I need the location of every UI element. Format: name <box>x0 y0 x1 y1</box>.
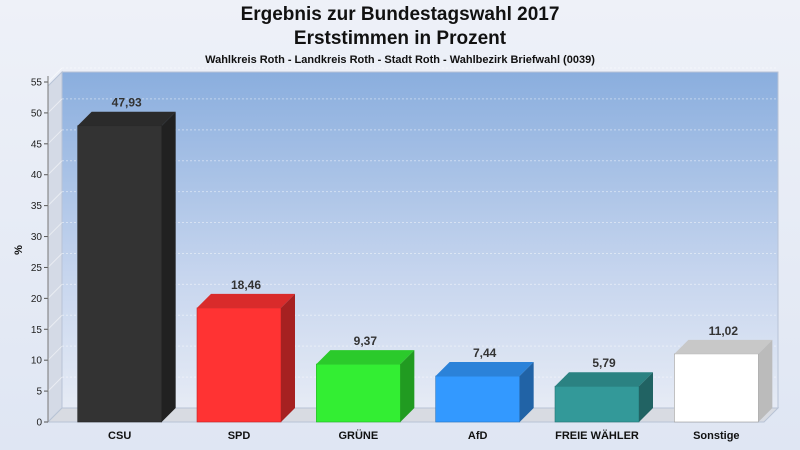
grid-line-side <box>47 160 63 176</box>
grid-line-side <box>47 376 63 392</box>
chart-title-line2: Erststimmen in Prozent <box>293 28 507 49</box>
bar-freie-wähler <box>554 385 640 423</box>
bar-top <box>435 362 534 377</box>
bar-top <box>555 372 653 387</box>
y-tick-label: 10 <box>31 356 43 367</box>
y-tick-label: 0 <box>36 418 42 429</box>
plot-side-wall <box>47 70 63 424</box>
bar-side <box>281 293 295 422</box>
x-category-label: Sonstige <box>693 430 739 442</box>
grid-line-side <box>47 345 63 361</box>
y-axis-label: % <box>13 245 25 255</box>
bar-value-label: 47,93 <box>112 96 142 110</box>
y-tick-label: 25 <box>31 263 43 274</box>
bar-spd <box>196 307 282 423</box>
bar-top <box>674 339 773 354</box>
y-tick-label: 35 <box>31 201 43 212</box>
bar-side <box>161 111 176 423</box>
bar-value-label: 5,79 <box>592 356 616 370</box>
x-category-label: SPD <box>228 430 251 442</box>
bar-side <box>639 372 653 422</box>
grid-line-side <box>47 98 63 114</box>
bar-sonstige <box>674 353 759 423</box>
x-category-label: GRÜNE <box>338 429 378 442</box>
grid-line-side <box>47 222 63 237</box>
y-tick-label: 30 <box>31 232 43 243</box>
bar-value-label: 9,37 <box>354 334 378 348</box>
bar-afd <box>435 375 520 423</box>
y-tick-label: 55 <box>31 78 43 89</box>
x-category-label: AfD <box>468 430 488 442</box>
bar-value-label: 18,46 <box>231 278 261 292</box>
bar-side <box>758 339 773 422</box>
grid-line-side <box>47 191 63 206</box>
y-tick-label: 45 <box>31 139 43 150</box>
bar-top <box>316 350 415 365</box>
grid-line-side <box>47 67 63 83</box>
plot-back-wall <box>61 71 779 409</box>
grid-line-side <box>47 253 63 268</box>
y-tick-label: 5 <box>36 387 42 398</box>
y-tick-label: 40 <box>31 170 43 181</box>
y-tick-label: 20 <box>31 294 43 305</box>
grid-line-side <box>47 314 63 330</box>
bar-csu <box>77 125 162 423</box>
bar-grüne <box>316 363 401 423</box>
x-category-label: FREIE WÄHLER <box>555 429 639 442</box>
y-tick-label: 15 <box>31 325 43 336</box>
y-tick-label: 50 <box>31 108 43 119</box>
grid-line-side <box>47 284 63 299</box>
x-category-label: CSU <box>108 430 131 442</box>
bar-value-label: 7,44 <box>473 346 497 360</box>
grid-line-side <box>47 129 63 145</box>
chart-title: Ergebnis zur Bundestagswahl 2017 <box>240 4 560 25</box>
bar-side <box>519 362 534 422</box>
chart-subtitle: Wahlkreis Roth - Landkreis Roth - Stadt … <box>205 54 595 66</box>
bar-top <box>197 293 295 308</box>
bar-top <box>77 111 176 126</box>
bar-value-label: 11,02 <box>709 324 739 338</box>
bar-side <box>400 350 415 422</box>
